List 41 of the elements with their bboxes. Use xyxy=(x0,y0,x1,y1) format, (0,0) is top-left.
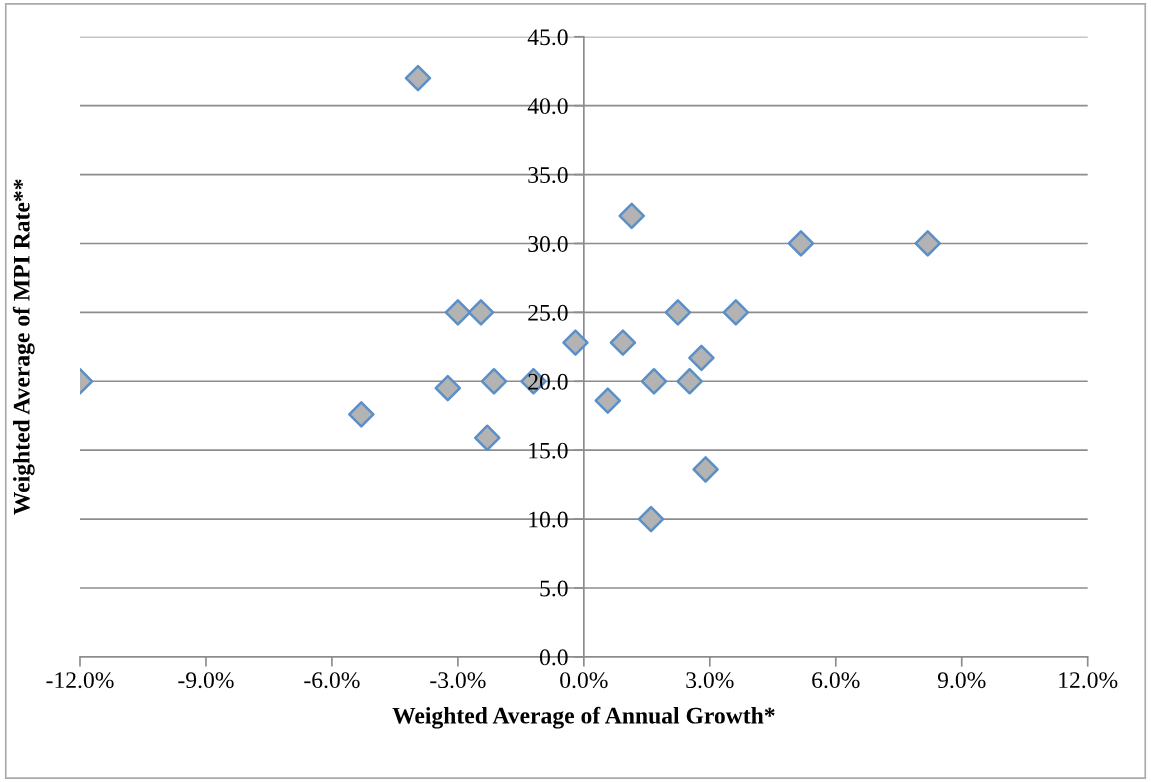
point xyxy=(676,367,703,395)
point xyxy=(637,505,665,533)
point xyxy=(722,299,750,326)
x-axis-title: Weighted Average of Annual Growth* xyxy=(392,706,775,729)
x-tick-label: -12.0% xyxy=(46,672,114,689)
x-tick-label: 12.0% xyxy=(1059,672,1118,689)
x-tick-label: 6.0% xyxy=(812,672,860,689)
y-tick-label: 5.0 xyxy=(540,580,568,597)
x-tick-label: 3.0% xyxy=(686,672,734,689)
point xyxy=(562,329,589,356)
point xyxy=(474,424,501,452)
x-tick-label: -9.0% xyxy=(178,672,234,689)
y-tick-label: 45.0 xyxy=(527,29,568,46)
y-tick-label: 0.0 xyxy=(539,649,568,666)
point xyxy=(434,374,462,402)
point xyxy=(480,367,508,395)
point xyxy=(688,344,715,372)
point xyxy=(787,230,815,257)
point xyxy=(348,401,375,428)
point xyxy=(404,64,432,92)
y-axis-title: Weighted Average of MPI Rate** xyxy=(12,179,35,515)
point xyxy=(594,387,622,414)
point xyxy=(914,230,941,257)
point xyxy=(664,299,692,326)
y-tick-label: 40.0 xyxy=(527,98,568,115)
point xyxy=(692,456,719,483)
point xyxy=(640,367,668,395)
point xyxy=(444,299,472,326)
x-tick-label: 0.0% xyxy=(560,672,608,689)
point xyxy=(467,299,495,326)
x-tick-label: 9.0% xyxy=(937,672,986,689)
x-tick-label: -6.0% xyxy=(304,672,360,689)
y-tick-label: 10.0 xyxy=(529,511,568,528)
point xyxy=(618,202,645,230)
x-tick-label: -3.0% xyxy=(430,672,486,689)
y-tick-label: 35.0 xyxy=(528,167,568,184)
y-tick-label: 15.0 xyxy=(529,442,568,459)
y-tick-label: 25.0 xyxy=(528,304,568,321)
y-tick-label: 20.0 xyxy=(528,373,568,390)
y-tick-label: 30.0 xyxy=(528,235,568,252)
point xyxy=(609,329,637,356)
